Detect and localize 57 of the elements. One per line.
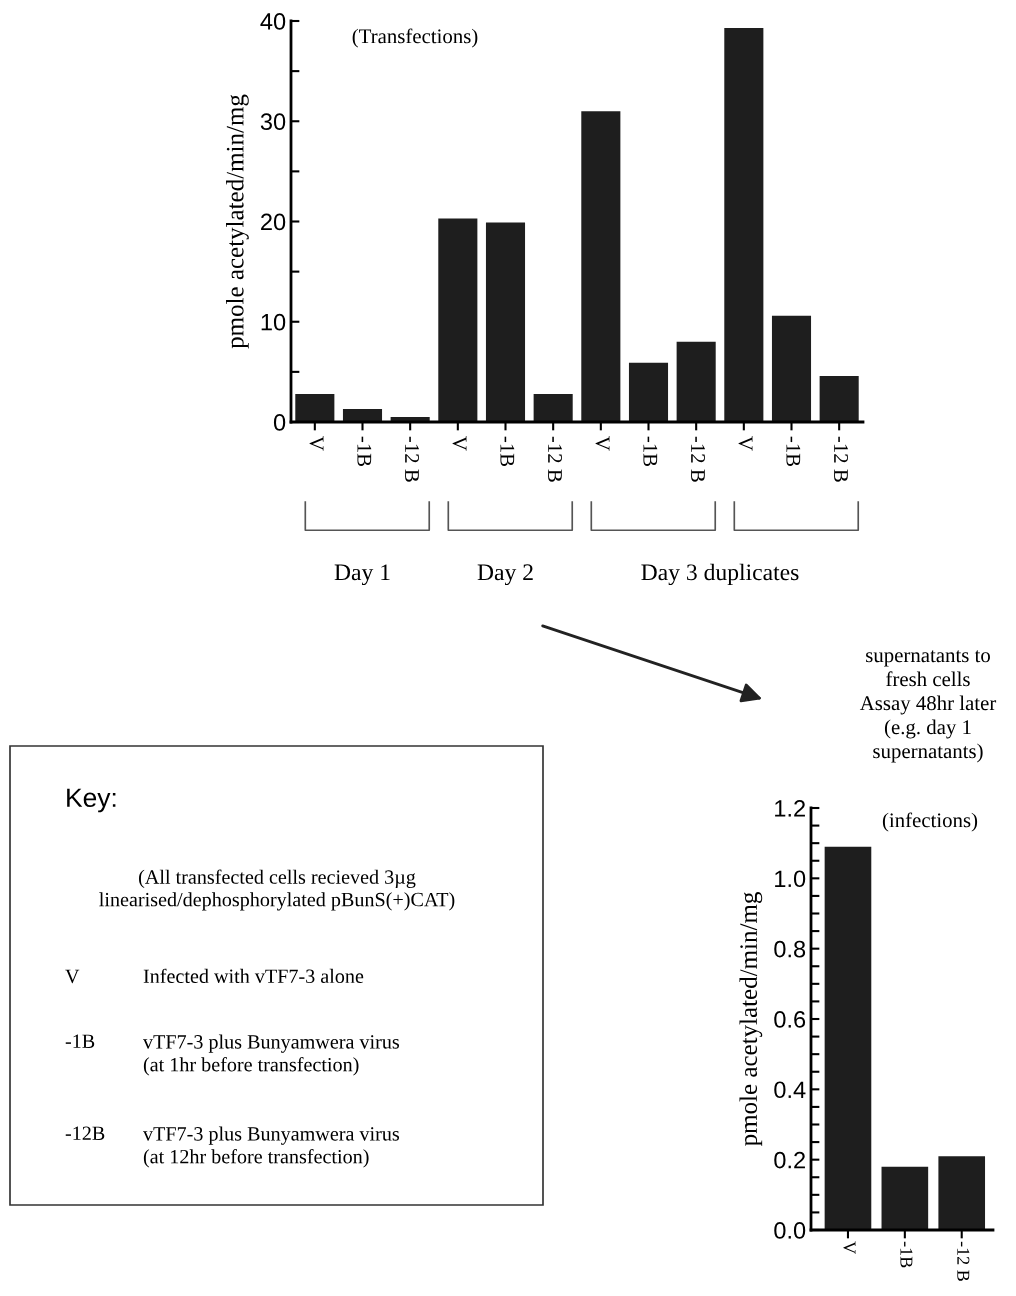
x-tick-label: V — [452, 436, 467, 451]
bar — [819, 375, 859, 422]
x-tick-label: -12 B — [957, 1241, 970, 1281]
x-tick-label: -12 B — [691, 436, 705, 482]
x-tick-label: -12 B — [405, 436, 419, 482]
text: vTF7-3 plus Bunyamwera virus (at 12hr before transfection) — [143, 1126, 400, 1168]
x-tick-label: V — [309, 436, 324, 451]
y-tick-label: 0.4 — [774, 1081, 806, 1099]
x-tick-label: -1B — [900, 1241, 913, 1268]
x-tick-label: -1B — [643, 436, 658, 467]
bar — [938, 1156, 986, 1230]
text: -12B — [65, 1126, 105, 1140]
text: V — [65, 969, 80, 984]
x-tick-label: V — [738, 436, 753, 451]
text: Key: — [67, 788, 116, 813]
bar — [628, 362, 669, 422]
y-tick-label: 1.0 — [775, 870, 806, 888]
bar — [581, 111, 621, 422]
bar — [438, 218, 478, 422]
text: Day 3 duplicates — [641, 563, 799, 586]
y-tick-label: 20 — [261, 213, 286, 231]
bar — [881, 1166, 929, 1230]
bar — [295, 393, 335, 422]
x-tick-label: -1B — [357, 436, 372, 467]
x-tick-label: -1B — [786, 436, 801, 467]
bar — [533, 393, 573, 422]
y-tick-label: 0.8 — [774, 940, 806, 958]
bar — [485, 222, 526, 422]
y-tick-label: 30 — [260, 113, 286, 131]
y-tick-label: 0.6 — [774, 1011, 806, 1028]
text: vTF7-3 plus Bunyamwera virus (at 1hr before transfection) — [143, 1034, 400, 1076]
x-tick-label: -12 B — [548, 436, 562, 482]
x-tick-label: V — [843, 1241, 856, 1254]
text: Infected with vTF7-3 alone — [143, 968, 364, 984]
annotation: (Transfections) — [352, 28, 478, 48]
bar — [771, 315, 812, 422]
bar — [342, 408, 383, 422]
bar — [724, 28, 764, 422]
y-tick-label: 0.0 — [774, 1222, 806, 1239]
y-tick-label: 0 — [273, 414, 286, 431]
y-axis-title: pmole acetylated/min/mg — [226, 94, 249, 349]
text: supernatants to fresh cells Assay 48hr later (e.g. day 1 supernatants) — [859, 650, 997, 763]
bar — [824, 846, 872, 1230]
annotation: (infections) — [882, 812, 978, 832]
y-tick-label: 1.2 — [775, 800, 805, 817]
y-tick-label: 10 — [261, 313, 286, 331]
y-tick-label: 40 — [260, 13, 286, 30]
x-tick-label: -12 B — [834, 436, 848, 482]
text: Day 1 — [334, 564, 390, 586]
x-tick-label: V — [595, 436, 610, 451]
text: -1B — [65, 1034, 95, 1048]
y-tick-label: 0.2 — [774, 1151, 805, 1169]
bar — [676, 341, 716, 422]
y-axis-title: pmole acetylated/min/mg — [739, 892, 763, 1146]
x-tick-label: -1B — [500, 436, 515, 467]
text: (All transfected cells recieved 3µg linearised/dephosphorylated pBunS(+)CAT) — [99, 869, 455, 911]
text: Day 2 — [477, 564, 533, 586]
